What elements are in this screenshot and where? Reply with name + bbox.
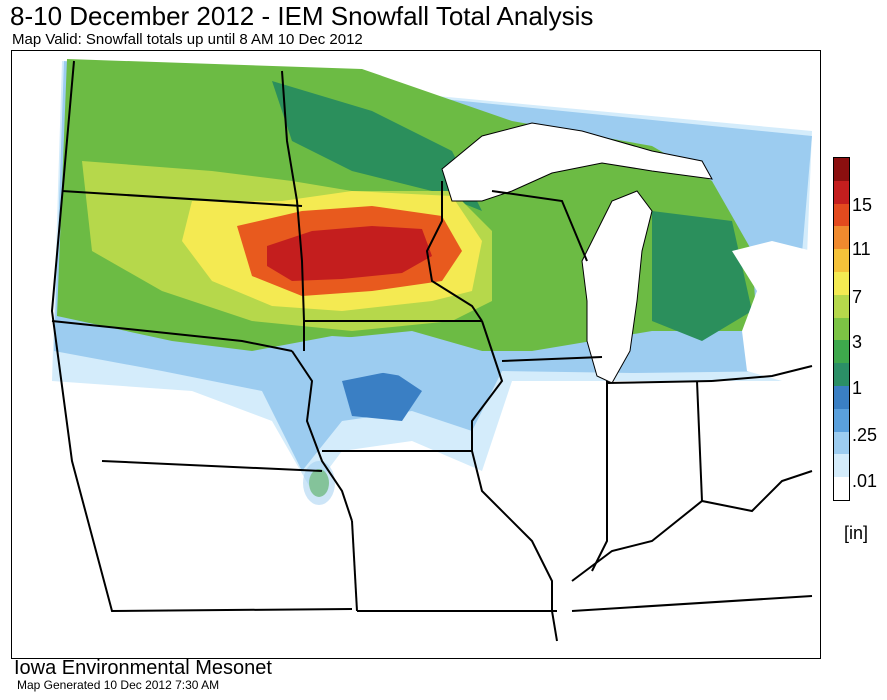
legend-swatch: [834, 203, 849, 227]
legend-swatch: [834, 317, 849, 341]
map-subtitle: Map Valid: Snowfall totals up until 8 AM…: [12, 31, 363, 48]
legend-label-001: .01: [852, 471, 878, 491]
snow-band-blue-iowa: [342, 371, 422, 421]
map-title: 8-10 December 2012 - IEM Snowfall Total …: [10, 1, 594, 31]
legend-swatch: [834, 454, 849, 478]
border-mississippi: [471, 320, 558, 642]
border-wi-up: [491, 190, 588, 262]
snowfall-map-canvas: [50, 59, 813, 642]
state-borders: [50, 60, 813, 642]
border-il-in: [591, 381, 608, 572]
legend-label-11: 11: [852, 239, 871, 259]
snow-band-red: [267, 226, 432, 281]
snow-band-darkgreen-2: [652, 211, 752, 341]
legend-swatch: [834, 180, 849, 204]
great-lakes: [442, 123, 812, 383]
border-in-oh: [696, 380, 703, 502]
legend-label-1: 1: [852, 378, 863, 398]
footer-organization: Iowa Environmental Mesonet: [14, 657, 272, 679]
legend-swatch: [834, 271, 849, 295]
border-mn-wi: [425, 181, 483, 322]
border-west: [50, 60, 353, 613]
border-ia-ne: [291, 350, 353, 522]
snow-band-spot-ring: [303, 461, 335, 505]
border-sd-ne: [51, 320, 293, 352]
outline-michigan: [581, 190, 653, 384]
lake-superior: [442, 123, 712, 201]
legend-swatch: [834, 431, 849, 455]
legend-swatch: [834, 158, 849, 181]
legend-swatch: [834, 363, 849, 386]
border-mi-oh: [711, 365, 813, 382]
snow-band-darkgreen: [272, 81, 482, 211]
snow-band-blue-iowa-2: [312, 331, 492, 391]
legend-swatch: [834, 249, 849, 272]
border-wi-il: [501, 356, 603, 362]
lake-outlines: [441, 122, 713, 384]
border-ne-ks: [101, 460, 323, 472]
legend-swatch: [834, 408, 849, 432]
legend-swatch: [834, 226, 849, 250]
legend-swatch: [834, 477, 849, 500]
border-in-mi: [606, 380, 713, 384]
legend-label-7: 7: [852, 287, 863, 307]
border-ohio-river: [571, 470, 813, 582]
legend-swatch: [834, 385, 849, 409]
color-legend: [833, 157, 853, 501]
snowfall-map[interactable]: [11, 50, 821, 659]
legend-label-3: 3: [852, 332, 863, 352]
outline-superior: [441, 122, 713, 202]
legend-label-025: .25: [852, 425, 878, 445]
footer-generated: Map Generated 10 Dec 2012 7:30 AM: [17, 678, 220, 692]
legend-colorbar: [833, 157, 850, 501]
lake-huron: [732, 241, 812, 381]
border-nd-sd: [61, 190, 303, 207]
legend-swatch: [834, 294, 849, 318]
lake-michigan: [582, 191, 652, 383]
legend-unit: [in]: [844, 523, 869, 543]
border-ky-tn: [571, 595, 813, 612]
border-mo-ks: [351, 520, 358, 612]
legend-label-15: 15: [852, 195, 873, 215]
border-dakota-mn: [281, 70, 305, 351]
legend-swatch: [834, 340, 849, 364]
